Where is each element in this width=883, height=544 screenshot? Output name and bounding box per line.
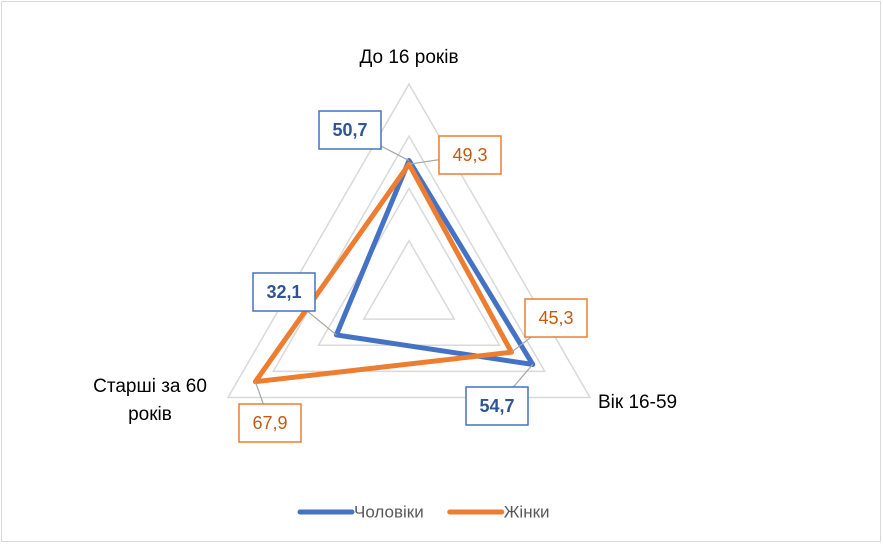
- series-line: [333, 158, 536, 367]
- legend-label: Жінки: [504, 502, 550, 521]
- grid-ring: [271, 134, 547, 373]
- data-label-box: [252, 272, 316, 312]
- data-label: 54,7: [479, 396, 514, 416]
- data-label: 32,1: [266, 282, 301, 302]
- data-label: 45,3: [538, 308, 573, 328]
- data-label-box: [524, 298, 588, 338]
- data-label: 49,3: [452, 145, 487, 165]
- grid-ring: [362, 239, 456, 320]
- grid-ring: [226, 82, 592, 399]
- legend-label: Чоловіки: [354, 502, 424, 521]
- category-label: Вік 16-59: [598, 392, 678, 413]
- data-label-box: [438, 135, 502, 175]
- data-label-box: [238, 403, 302, 443]
- category-label: До 16 років: [359, 47, 459, 68]
- data-label-box: [318, 110, 382, 150]
- data-label-box: [465, 386, 529, 426]
- data-label: 50,7: [332, 120, 367, 140]
- category-label: Старші за 60 років: [93, 376, 207, 425]
- series-line: [252, 161, 514, 385]
- data-label: 67,9: [252, 413, 287, 433]
